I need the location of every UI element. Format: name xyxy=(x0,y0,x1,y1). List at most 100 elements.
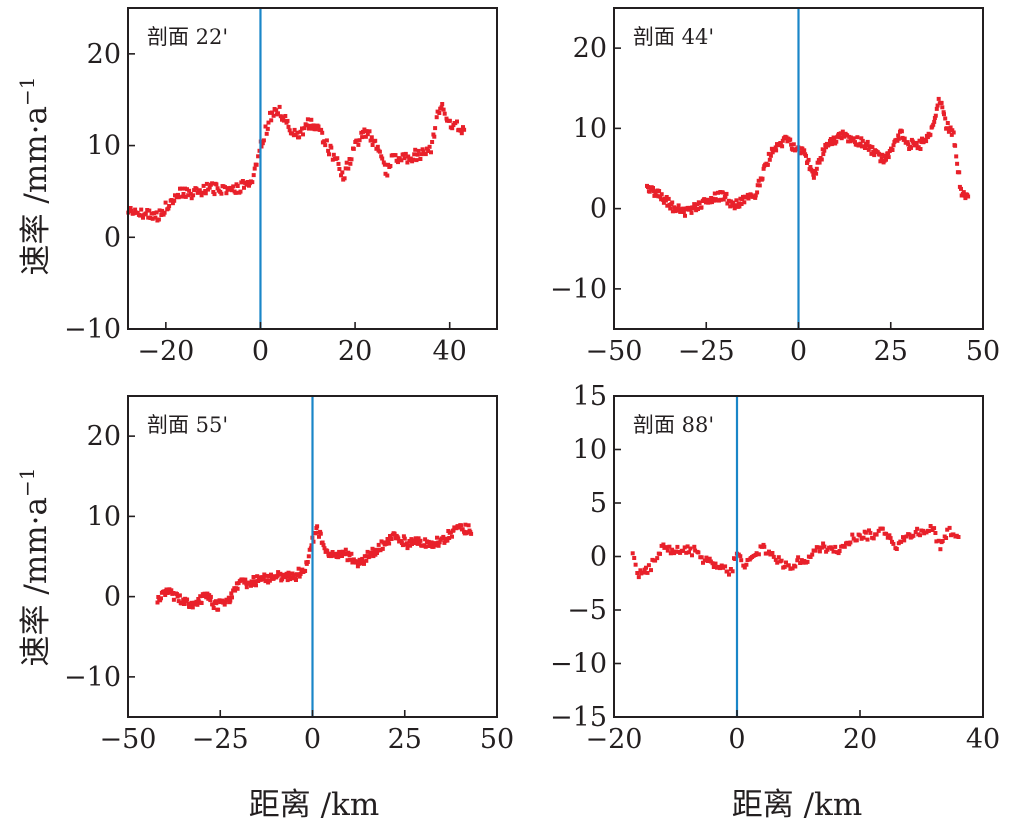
data-point xyxy=(228,185,233,190)
data-point xyxy=(880,526,885,531)
data-point xyxy=(891,541,896,546)
data-point xyxy=(465,530,470,535)
data-point xyxy=(201,183,206,188)
data-point xyxy=(128,206,133,210)
data-point xyxy=(364,129,369,134)
data-point xyxy=(440,102,445,106)
data-point xyxy=(335,156,340,161)
data-point xyxy=(673,549,678,554)
y-tick-label: 20 xyxy=(87,39,121,70)
data-point xyxy=(356,142,361,147)
data-point xyxy=(828,137,833,141)
data-point xyxy=(859,136,864,141)
data-point xyxy=(174,195,179,200)
data-point xyxy=(767,157,772,162)
data-point xyxy=(855,135,860,140)
x-tick-label: −50 xyxy=(586,336,643,367)
data-point xyxy=(430,140,435,144)
data-point xyxy=(257,575,262,580)
data-point xyxy=(224,191,229,196)
x-tick-label: 0 xyxy=(790,336,807,367)
data-point xyxy=(203,191,208,196)
data-point xyxy=(399,158,404,163)
data-point xyxy=(365,549,370,554)
data-point xyxy=(405,160,410,165)
data-points-top-right xyxy=(645,96,971,218)
data-point xyxy=(400,543,405,548)
data-point xyxy=(267,578,272,583)
data-point xyxy=(313,127,318,132)
data-point xyxy=(214,601,219,606)
data-point xyxy=(848,540,853,545)
data-point xyxy=(240,179,245,183)
data-point xyxy=(939,100,944,105)
data-point xyxy=(876,528,881,533)
data-point xyxy=(756,552,761,557)
data-point xyxy=(329,145,334,150)
data-point xyxy=(632,556,637,560)
data-point xyxy=(915,526,920,531)
data-point xyxy=(435,535,439,540)
data-point xyxy=(336,161,341,166)
data-point xyxy=(298,571,303,576)
y-tick-label: −10 xyxy=(550,274,607,305)
data-point xyxy=(223,185,227,190)
data-point xyxy=(191,193,196,198)
data-point xyxy=(298,129,303,134)
data-point xyxy=(167,204,172,208)
y-tick-label: 10 xyxy=(573,435,607,466)
data-point xyxy=(159,596,163,601)
data-point xyxy=(179,186,184,191)
data-point xyxy=(933,531,938,535)
data-point xyxy=(296,566,301,571)
data-point xyxy=(795,558,800,563)
data-point xyxy=(360,556,365,561)
data-point xyxy=(377,149,382,154)
data-point xyxy=(813,548,818,553)
data-point xyxy=(668,551,673,556)
data-point xyxy=(760,176,765,181)
data-point xyxy=(931,122,936,127)
data-point xyxy=(689,210,694,215)
data-point xyxy=(417,541,422,546)
data-point xyxy=(336,555,341,560)
data-point xyxy=(710,561,715,566)
data-point xyxy=(693,204,698,209)
data-point xyxy=(219,191,224,196)
data-point xyxy=(865,537,870,542)
data-point xyxy=(936,538,941,543)
data-point xyxy=(399,541,404,545)
data-point xyxy=(791,142,796,147)
x-tick-label: 40 xyxy=(433,336,467,367)
data-point xyxy=(888,536,893,541)
data-point xyxy=(418,157,423,161)
data-point xyxy=(140,213,144,218)
data-point xyxy=(388,534,392,538)
data-point xyxy=(945,121,950,125)
data-point xyxy=(211,190,216,194)
data-point xyxy=(378,548,383,553)
data-point xyxy=(945,527,950,532)
data-point xyxy=(424,146,429,151)
data-point xyxy=(250,582,255,587)
x-tick-label: 50 xyxy=(480,724,514,755)
x-tick-label: −20 xyxy=(586,724,643,755)
data-point xyxy=(271,113,276,118)
data-point xyxy=(830,140,835,145)
data-point xyxy=(154,210,159,215)
y-tick-label: 0 xyxy=(104,222,121,253)
data-point xyxy=(320,130,325,135)
data-point xyxy=(957,170,962,175)
data-point xyxy=(883,154,888,158)
data-point xyxy=(308,546,313,551)
data-point xyxy=(857,533,862,538)
data-point xyxy=(784,560,788,565)
data-point xyxy=(339,173,343,178)
data-point xyxy=(824,145,828,150)
data-point xyxy=(244,585,249,590)
data-point xyxy=(831,135,836,140)
data-point xyxy=(932,116,937,120)
data-point xyxy=(779,558,784,563)
data-point xyxy=(664,545,669,550)
